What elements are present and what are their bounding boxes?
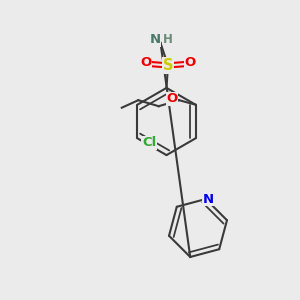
Text: O: O bbox=[166, 92, 178, 105]
Text: N: N bbox=[202, 193, 214, 206]
Text: O: O bbox=[184, 56, 196, 69]
Text: S: S bbox=[163, 58, 173, 73]
Text: Cl: Cl bbox=[142, 136, 156, 149]
Text: N: N bbox=[150, 33, 161, 46]
Text: O: O bbox=[140, 56, 152, 69]
Text: H: H bbox=[163, 33, 173, 46]
